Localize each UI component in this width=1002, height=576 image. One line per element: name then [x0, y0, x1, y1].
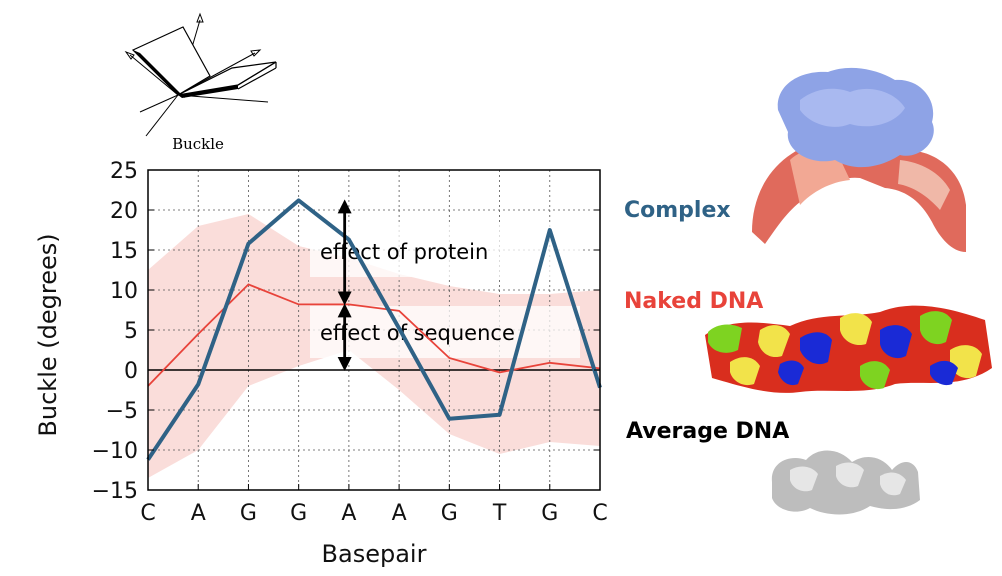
y-tick-label: 10: [110, 279, 138, 304]
buckle-diagram-icon: [124, 12, 277, 137]
x-tick-label: A: [341, 501, 356, 526]
x-tick-label: T: [492, 501, 507, 526]
x-tick-label: G: [240, 501, 257, 526]
legend-complex: Complex: [624, 198, 731, 223]
x-tick-label: C: [140, 501, 155, 526]
protein-dna-complex-structure: [752, 67, 966, 252]
naked-dna-structure: [705, 305, 992, 393]
x-tick-label: G: [541, 501, 558, 526]
diagram-label: Buckle: [172, 135, 224, 153]
y-tick-label: 0: [124, 359, 138, 384]
x-tick-label: C: [592, 501, 607, 526]
y-tick-label: 5: [124, 319, 138, 344]
average-dna-structure: [771, 450, 920, 515]
legend-naked-dna: Naked DNA: [624, 289, 763, 314]
x-tick-label: A: [392, 501, 407, 526]
y-tick-label: −5: [106, 399, 138, 424]
y-tick-label: −15: [92, 479, 138, 504]
x-tick-label: G: [441, 501, 458, 526]
series-lines: [146, 198, 602, 461]
y-tick-label: 25: [110, 159, 138, 184]
annotation-sequence-label: effect of sequence: [320, 321, 515, 345]
y-axis-label: Buckle (degrees): [34, 233, 62, 436]
y-tick-label: 15: [110, 239, 138, 264]
y-axis-ticks: −15 −10 −5 0 5 10 15 20 25: [92, 159, 600, 504]
x-tick-label: G: [290, 501, 307, 526]
x-tick-label: A: [191, 501, 206, 526]
annotation-box-sequence: [310, 306, 580, 358]
x-axis-label: Basepair: [322, 540, 427, 568]
y-tick-label: −10: [92, 439, 138, 464]
legend-average-dna: Average DNA: [626, 419, 789, 444]
y-tick-label: 20: [110, 199, 138, 224]
series-line-complex: [146, 198, 602, 461]
